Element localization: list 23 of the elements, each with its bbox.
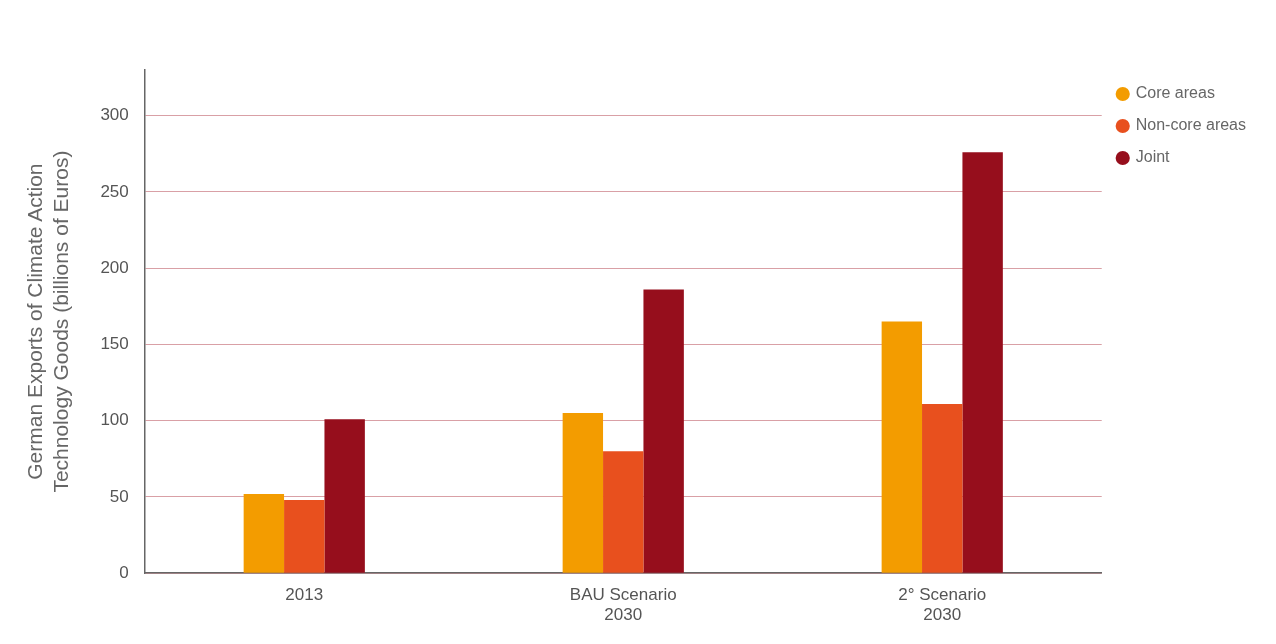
y-tick-label: 200 (100, 257, 129, 277)
bar (243, 493, 285, 573)
y-tick-label: 150 (100, 334, 129, 354)
bar (881, 321, 923, 573)
bar (643, 289, 684, 573)
y-tick-label: 100 (100, 410, 129, 430)
x-tick-label: BAU Scenario 2030 (569, 585, 677, 625)
y-tick-label: 0 (119, 562, 129, 582)
y-tick-label: 300 (100, 105, 129, 125)
legend-label: Core areas (1135, 84, 1215, 102)
x-tick-label: 2° Scenario 2030 (898, 585, 987, 625)
bar (603, 451, 644, 573)
bar (284, 500, 325, 573)
legend-label: Joint (1135, 148, 1171, 166)
bar (962, 152, 1003, 573)
bar (922, 403, 963, 573)
y-tick-label: 250 (100, 181, 129, 201)
bar (562, 413, 604, 573)
legend-label: Non-core areas (1135, 116, 1247, 134)
x-tick-label: 2013 (285, 585, 324, 605)
y-axis-title: German Exports of Climate Action Technology Goods (billions of Euros) (23, 150, 72, 493)
y-tick-label: 50 (109, 486, 129, 506)
bar (324, 419, 365, 573)
